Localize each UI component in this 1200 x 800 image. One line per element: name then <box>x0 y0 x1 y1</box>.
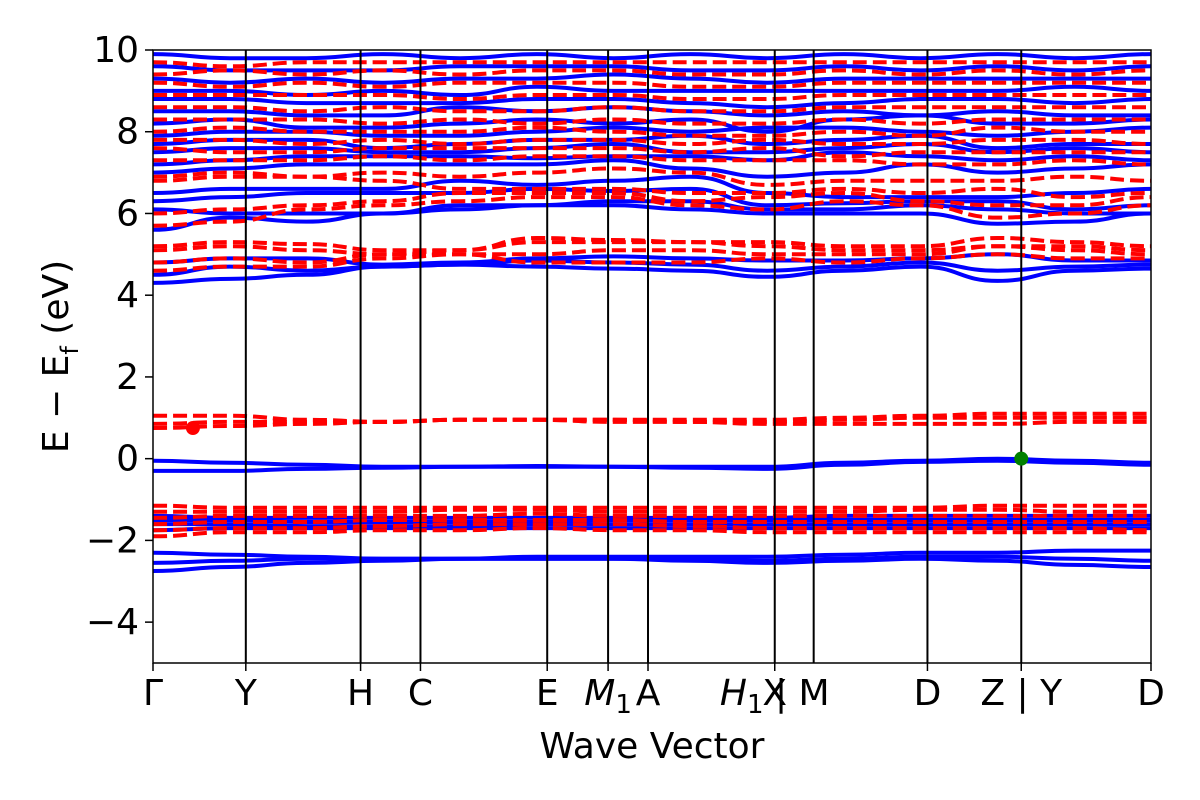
spin-up-band-8 <box>153 456 1151 469</box>
plot-frame <box>152 49 1152 664</box>
x-tick-label: Y <box>234 673 258 714</box>
spin-up-band-16 <box>153 158 1151 179</box>
spin-up-band-17 <box>153 150 1151 167</box>
spin-down-band-24 <box>153 80 1151 89</box>
spin-down-band-7 <box>153 415 1151 426</box>
spin-up-band-14 <box>153 186 1151 212</box>
spin-up-band-27 <box>153 52 1151 61</box>
spin-up-band-12 <box>153 203 1151 232</box>
spin-down-band-1 <box>153 522 1151 533</box>
x-axis-title: Wave Vector <box>540 726 765 767</box>
spin-down-band-0 <box>153 526 1151 539</box>
y-axis-title-subscript: f <box>56 346 84 355</box>
spin-down-band-19 <box>153 137 1151 147</box>
spin-down-band-8 <box>153 411 1151 424</box>
spin-up-band-4 <box>153 522 1151 529</box>
y-tick-label: −2 <box>86 520 139 561</box>
spin-up-band-15 <box>153 174 1151 200</box>
y-tick-label: 6 <box>116 193 139 234</box>
spin-down-band-22 <box>153 105 1151 114</box>
x-tick-label: M1 <box>584 673 632 720</box>
y-tick-label: 10 <box>93 30 139 71</box>
spin-down-band-14 <box>153 190 1151 216</box>
spin-up-band-23 <box>153 96 1151 110</box>
x-tick-label: Z | Y <box>980 673 1063 714</box>
spin-up-band-9 <box>153 262 1151 285</box>
spin-down-band-25 <box>153 68 1151 77</box>
markers <box>185 421 1029 466</box>
x-tick-label: C <box>408 673 433 714</box>
spin-down-band-21 <box>153 117 1151 126</box>
spin-up-point-marker <box>1014 451 1029 466</box>
spin-down-band-2 <box>153 517 1151 527</box>
y-axis-title: E − Ef (eV) <box>36 260 84 453</box>
spin-down-band-18 <box>153 146 1151 159</box>
spin-up-band-25 <box>153 72 1151 85</box>
y-axis-title-unit: (eV) <box>36 260 77 346</box>
spin-down-band-11 <box>153 240 1151 257</box>
x-tick-label: D <box>914 673 942 714</box>
spin-down-band-5 <box>153 503 1151 510</box>
spin-down-bands <box>153 60 1151 539</box>
y-axis-title-main: E − E <box>36 355 77 454</box>
spin-up-band-1 <box>153 554 1151 565</box>
spin-up-band-19 <box>153 133 1151 151</box>
x-tick-label: H1 | M <box>720 673 830 720</box>
x-tick-label: X <box>762 673 787 714</box>
kpoint-lines <box>244 50 1023 663</box>
spin-up-band-2 <box>153 548 1151 561</box>
spin-down-band-17 <box>153 154 1151 167</box>
spin-down-band-3 <box>153 511 1151 520</box>
y-tick-label: 4 <box>116 275 139 316</box>
spin-down-band-4 <box>153 507 1151 514</box>
spin-down-band-23 <box>153 92 1151 102</box>
x-tick-label: D <box>1137 673 1165 714</box>
x-tick-label: A <box>636 673 661 714</box>
spin-down-point-marker <box>185 421 200 436</box>
spin-up-band-26 <box>153 64 1151 73</box>
y-tick-label: 0 <box>116 439 139 480</box>
spin-down-band-12 <box>153 235 1151 253</box>
y-tick-label: 8 <box>116 112 139 153</box>
spin-down-band-20 <box>153 125 1151 138</box>
spin-down-band-9 <box>153 252 1151 273</box>
spin-down-band-16 <box>153 166 1151 187</box>
spin-down-band-26 <box>153 60 1151 69</box>
x-tick-label: H <box>347 673 374 714</box>
spin-down-band-13 <box>153 195 1151 228</box>
spin-down-band-10 <box>153 244 1151 265</box>
x-axis-ticks: Γ Y H C E M1 A XH1 | M D Z | Y D <box>143 663 1165 720</box>
y-tick-label: −4 <box>86 602 139 643</box>
x-tick-label: Γ <box>143 673 163 714</box>
x-tick-label: E <box>536 673 559 714</box>
y-axis-ticks: −4 −2 0 2 4 6 8 10 <box>86 30 153 643</box>
y-tick-label: 2 <box>116 357 139 398</box>
